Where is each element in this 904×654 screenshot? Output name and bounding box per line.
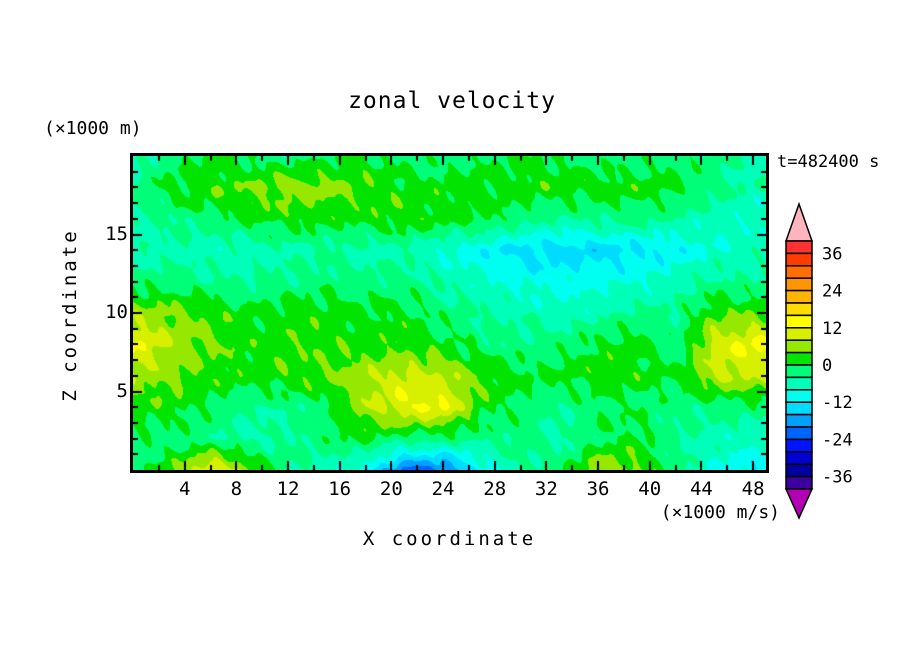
chart-title: zonal velocity [348, 88, 556, 114]
colorbar-cell [785, 265, 813, 279]
colorbar-tick-label: 12 [822, 319, 842, 339]
colorbar-cell [785, 401, 813, 416]
colorbar-under-arrow [784, 488, 814, 520]
colorbar-units-label: (×1000 m/s) [660, 502, 780, 523]
y-tick-label: 15 [105, 222, 128, 245]
colorbar-tick-label: -12 [822, 393, 853, 413]
colorbar: 36 24 12 0 -12 -24 -36 [784, 201, 853, 520]
colorbar-cell [785, 475, 813, 490]
colorbar-cell [785, 413, 813, 428]
colorbar-cell [785, 426, 813, 441]
y-tick-label: 10 [105, 301, 128, 323]
colorbar-cell [785, 289, 813, 304]
x-axis-title: X coordinate [362, 528, 537, 550]
x-tick-label: 8 [230, 478, 243, 500]
colorbar-tick-label: 36 [822, 244, 842, 264]
x-tick-label: 32 [534, 478, 558, 500]
colorbar-cell [785, 389, 813, 403]
colorbar-cell [785, 451, 813, 465]
x-tick-label: 24 [431, 478, 455, 500]
x-tick-label: 16 [328, 478, 352, 500]
x-tick-label: 20 [379, 478, 403, 500]
colorbar-cell [785, 240, 813, 255]
colorbar-cell [785, 351, 813, 366]
colorbar-cell [785, 327, 813, 341]
contour-plot-canvas [133, 156, 766, 470]
colorbar-tick-label: 0 [822, 356, 832, 376]
x-tick-label: 12 [276, 478, 300, 500]
colorbar-cell [785, 376, 813, 391]
colorbar-cell [785, 252, 813, 267]
y-tick-label: 5 [116, 379, 128, 402]
x-tick-label: 40 [638, 478, 662, 500]
colorbar-cell [785, 339, 813, 354]
colorbar-cell [785, 277, 813, 292]
colorbar-over-arrow [784, 201, 814, 242]
x-tick-label: 36 [586, 478, 610, 500]
x-tick-label: 44 [689, 478, 713, 500]
timestamp-label: t=482400 s [777, 152, 880, 172]
colorbar-cell [785, 314, 813, 329]
colorbar-cell [785, 364, 813, 379]
colorbar-cell [785, 302, 813, 317]
colorbar-tick-label: -36 [822, 468, 853, 488]
colorbar-tick-label: -24 [822, 430, 853, 450]
colorbar-cell [785, 438, 813, 453]
colorbar-tick-label: 24 [822, 282, 842, 302]
x-tick-label: 4 [178, 478, 191, 500]
colorbar-cell [785, 463, 813, 478]
plot-frame [130, 153, 769, 473]
z-axis-units-label: (×1000 m) [44, 118, 142, 139]
x-tick-label: 28 [483, 478, 507, 500]
x-tick-label: 48 [741, 478, 765, 500]
